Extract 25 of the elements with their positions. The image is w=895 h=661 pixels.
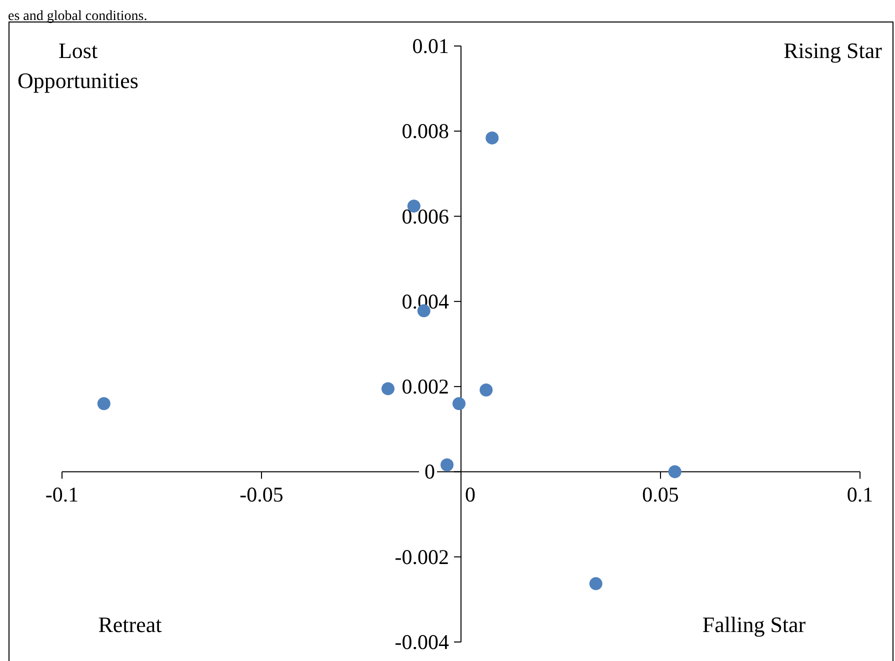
x-tick-label: -0.05 <box>240 482 284 507</box>
point <box>440 458 454 472</box>
y-tick-label: -0.004 <box>394 630 450 654</box>
annotation: Rising Star <box>784 38 883 63</box>
annotation: Retreat <box>98 612 162 637</box>
x-tick-label: 0 <box>465 482 476 507</box>
point <box>381 382 394 396</box>
annotation: Lost Opportunities <box>18 38 138 93</box>
y-tick-label: 0 <box>424 460 435 484</box>
y-tick-label: 0.006 <box>402 204 449 228</box>
y-tick-label: 0.01 <box>412 34 449 58</box>
text: es and global conditions. <box>8 9 148 24</box>
y-tick-label: 0.002 <box>402 374 449 399</box>
x-tick-label: 0.05 <box>642 482 679 507</box>
annotation: Falling Star <box>702 612 806 637</box>
point <box>480 383 493 396</box>
point <box>668 465 682 478</box>
point <box>486 131 499 144</box>
point <box>589 577 602 590</box>
point <box>452 397 466 410</box>
y-tick-label: 0.008 <box>402 119 449 144</box>
point <box>97 397 110 410</box>
y-tick-label: -0.002 <box>394 544 449 569</box>
x-tick-label: 0.1 <box>846 482 874 507</box>
x-tick-label: -0.1 <box>45 482 79 507</box>
